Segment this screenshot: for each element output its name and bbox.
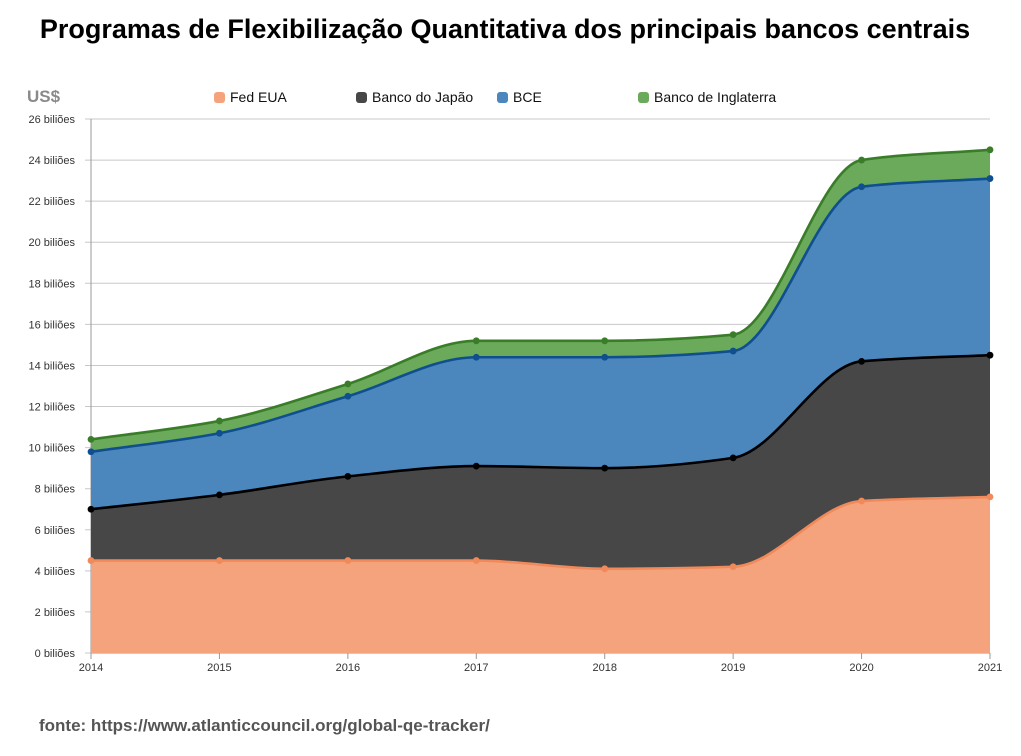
x-tick-label: 2017 xyxy=(464,662,488,674)
area-boj xyxy=(91,355,990,569)
legend-item-ecb: BCE xyxy=(497,89,542,105)
data-point-boj xyxy=(986,351,994,359)
y-tick-label: 16 biliões xyxy=(29,319,76,331)
y-tick-label: 0 biliões xyxy=(35,648,76,660)
data-point-ecb xyxy=(472,353,480,361)
data-point-ecb xyxy=(601,353,609,361)
data-point-boj xyxy=(344,472,352,480)
data-point-fed xyxy=(601,565,609,573)
legend-label-boj: Banco do Japão xyxy=(372,89,474,105)
data-point-boe xyxy=(986,146,994,154)
data-point-fed xyxy=(344,557,352,564)
legend-item-boe: Banco de Inglaterra xyxy=(638,89,776,105)
x-tick-label: 2021 xyxy=(978,662,1002,674)
y-tick-label: 20 biliões xyxy=(29,237,76,249)
x-tick-label: 2016 xyxy=(336,662,360,674)
legend-label-ecb: BCE xyxy=(513,89,542,105)
data-point-ecb xyxy=(344,392,352,400)
y-tick-label: 14 biliões xyxy=(29,360,76,372)
data-point-boe xyxy=(87,436,95,443)
series-line-ecb xyxy=(90,177,991,454)
data-point-fed xyxy=(216,557,223,564)
data-point-boj xyxy=(472,462,480,470)
source-note: fonte: https://www.atlanticcouncil.org/g… xyxy=(39,716,490,735)
data-point-boe xyxy=(216,417,223,425)
legend-item-boj: Banco do Japão xyxy=(356,89,473,105)
data-point-ecb xyxy=(986,175,994,182)
data-point-boe xyxy=(601,337,609,345)
data-point-fed xyxy=(472,557,480,564)
x-tick-label: 2014 xyxy=(79,662,103,674)
x-tick-label: 2020 xyxy=(849,662,873,674)
data-point-boe xyxy=(344,380,352,388)
data-point-boj xyxy=(729,454,737,462)
data-point-boe xyxy=(472,337,480,345)
legend-label-fed: Fed EUA xyxy=(230,89,287,105)
data-point-fed xyxy=(858,497,865,505)
y-tick-label: 22 biliões xyxy=(29,196,76,208)
y-tick-label: 10 biliões xyxy=(29,443,76,455)
legend-swatch-boj xyxy=(356,92,367,103)
y-tick-label: 2 biliões xyxy=(35,607,76,619)
series-line-fed xyxy=(91,495,991,571)
series-line-boj xyxy=(90,353,991,511)
y-tick-label: 12 biliões xyxy=(29,402,76,414)
legend-swatch-boe xyxy=(638,92,649,103)
data-point-boj xyxy=(216,491,223,499)
legend-swatch-ecb xyxy=(497,92,508,103)
legend-label-boe: Banco de Inglaterra xyxy=(654,89,777,105)
y-tick-label: 8 biliões xyxy=(35,484,76,496)
data-point-ecb xyxy=(87,448,95,456)
y-tick-label: 6 biliões xyxy=(35,525,76,537)
area-ecb xyxy=(91,178,990,510)
data-point-ecb xyxy=(729,347,737,355)
legend-swatch-fed xyxy=(214,92,225,103)
data-point-fed xyxy=(986,493,994,501)
y-tick-label: 4 biliões xyxy=(35,566,76,578)
data-point-ecb xyxy=(858,183,865,191)
unit-label: US$ xyxy=(27,87,61,106)
data-point-boj xyxy=(601,464,609,472)
series-line-boe xyxy=(90,148,991,441)
chart-plot: 0 biliões 2 biliões 4 biliões 6 biliões 8 bi… xyxy=(29,114,1003,674)
y-tick-label: 24 biliões xyxy=(29,155,76,167)
y-tick-label: 18 biliões xyxy=(29,278,76,290)
data-point-ecb xyxy=(216,429,223,437)
data-point-boj xyxy=(858,357,865,365)
data-point-fed xyxy=(87,557,95,564)
data-point-boe xyxy=(858,156,865,164)
area-fed xyxy=(91,496,990,653)
data-point-boe xyxy=(729,331,737,339)
legend-item-fed: Fed EUA xyxy=(214,89,287,105)
data-point-boj xyxy=(87,505,95,513)
data-point-fed xyxy=(729,563,737,571)
x-tick-label: 2019 xyxy=(721,662,745,674)
chart-title: Programas de Flexibilização Quantitativa… xyxy=(39,14,971,44)
area-boe xyxy=(91,149,990,452)
x-tick-label: 2018 xyxy=(592,662,616,674)
y-tick-label: 26 biliões xyxy=(29,114,76,126)
x-tick-label: 2015 xyxy=(207,662,231,674)
